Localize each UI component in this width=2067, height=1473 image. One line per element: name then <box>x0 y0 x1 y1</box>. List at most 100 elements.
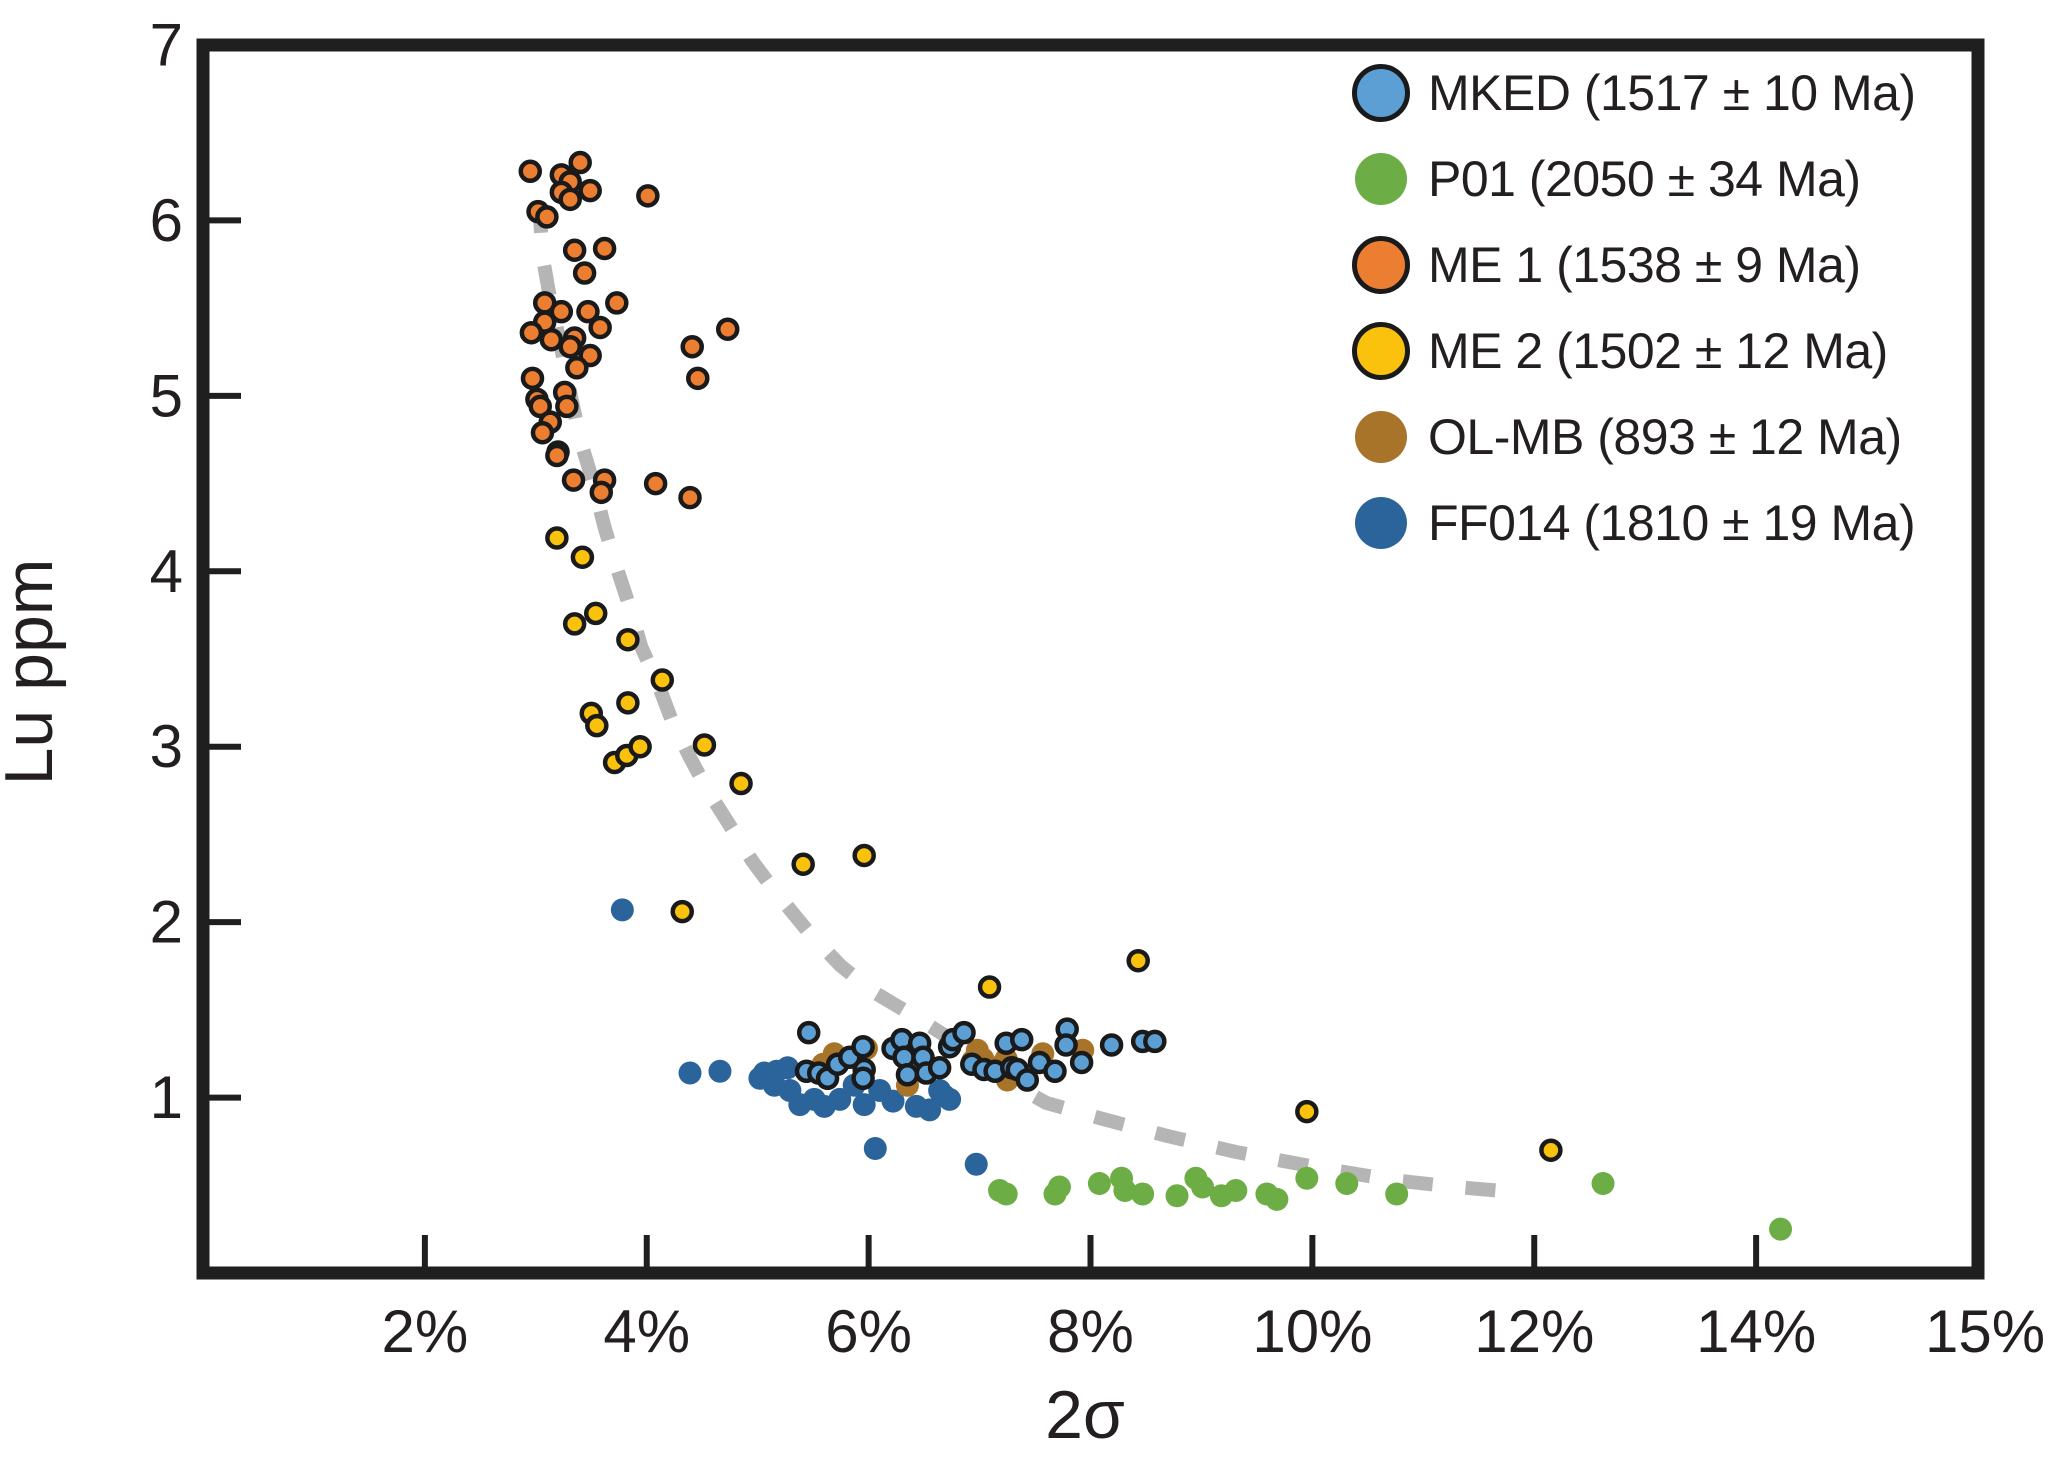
data-point-mked <box>1069 1050 1094 1075</box>
data-point-p01 <box>1191 1175 1215 1199</box>
data-point-p01 <box>994 1182 1018 1206</box>
data-point-mked <box>1143 1029 1167 1054</box>
data-point-p01 <box>1295 1166 1319 1190</box>
x-tick-label: 6% <box>825 1298 912 1365</box>
series-me2 <box>545 526 1563 1162</box>
data-point-me1 <box>528 394 552 419</box>
data-points-group <box>518 150 1793 1241</box>
data-point-mked <box>796 1020 821 1045</box>
y-tick-label: 1 <box>150 1064 183 1131</box>
data-point-p01 <box>1087 1172 1111 1196</box>
data-point-me1 <box>565 356 589 380</box>
data-point-me1 <box>636 184 660 208</box>
data-point-p01 <box>1047 1175 1071 1199</box>
legend-item-label: OL-MB (893 ± 12 Ma) <box>1428 409 1902 465</box>
data-point-me2 <box>616 627 640 652</box>
series-mked <box>794 1017 1167 1092</box>
data-point-me1 <box>643 471 668 496</box>
data-point-me1 <box>589 480 614 505</box>
data-point-ff014 <box>918 1098 942 1122</box>
x-tick-label: 12% <box>1474 1298 1594 1365</box>
y-axis-title: Lu ppm <box>0 559 67 786</box>
data-point-p01 <box>1224 1179 1248 1203</box>
data-point-me1 <box>558 334 582 359</box>
data-point-me1 <box>549 299 574 324</box>
data-point-mked <box>952 1020 976 1045</box>
legend-item-mked: MKED (1517 ± 10 Ma) <box>1352 64 1916 122</box>
y-tick-label: 3 <box>150 713 183 780</box>
x-tick-label: 4% <box>603 1298 690 1365</box>
data-point-me2 <box>570 545 595 570</box>
data-point-ff014 <box>708 1059 732 1083</box>
data-point-mked <box>895 1063 920 1087</box>
data-point-mked <box>851 1034 875 1059</box>
data-point-me2 <box>977 975 1002 999</box>
data-point-mked <box>1015 1068 1040 1092</box>
legend-item-label: ME 1 (1538 ± 9 Ma) <box>1428 237 1861 293</box>
data-point-mked <box>1009 1027 1034 1052</box>
data-point-me1 <box>535 205 559 229</box>
x-tick-label: 2% <box>382 1298 469 1365</box>
data-point-me2 <box>791 852 815 877</box>
data-point-me2 <box>583 601 608 626</box>
data-point-me2 <box>852 843 876 868</box>
data-point-me2 <box>562 612 587 636</box>
data-point-ff014 <box>938 1087 962 1111</box>
data-point-ff014 <box>678 1061 702 1085</box>
x-tick-label: 8% <box>1047 1298 1134 1365</box>
data-point-me2 <box>585 713 609 738</box>
data-point-p01 <box>1769 1217 1793 1241</box>
data-point-p01 <box>1265 1187 1289 1211</box>
data-point-ff014 <box>828 1087 852 1111</box>
y-tick-label: 4 <box>150 538 183 605</box>
data-point-me1 <box>520 366 545 391</box>
data-point-me1 <box>545 443 569 468</box>
x-axis: 2% 4% 6% 8% 10% 12% 14% 15% <box>382 1235 2045 1365</box>
legend-item-olmb: OL-MB (893 ± 12 Ma) <box>1352 408 1916 466</box>
y-axis: 1 2 3 4 5 6 7 <box>150 12 241 1131</box>
series-me1 <box>518 150 740 510</box>
data-point-ff014 <box>863 1136 887 1160</box>
data-point-me1 <box>572 261 597 285</box>
data-point-p01 <box>1131 1182 1155 1206</box>
legend-item-me2: ME 2 (1502 ± 12 Ma) <box>1352 322 1916 380</box>
data-point-me1 <box>530 420 555 445</box>
data-point-me1 <box>558 187 582 212</box>
series-ff014 <box>610 898 988 1176</box>
data-point-me2 <box>670 899 694 924</box>
series-p01 <box>988 1166 1793 1241</box>
x-axis-end-label: 15% <box>1925 1298 2045 1365</box>
data-point-ff014 <box>776 1056 800 1080</box>
data-point-me2 <box>616 691 640 715</box>
olmb-marker-icon <box>1352 408 1410 466</box>
data-point-me1 <box>605 291 629 315</box>
legend-item-label: FF014 (1810 ± 19 Ma) <box>1428 495 1916 551</box>
data-point-ff014 <box>852 1093 876 1117</box>
data-point-me2 <box>729 771 753 796</box>
data-point-mked <box>851 1066 875 1091</box>
legend-item-label: MKED (1517 ± 10 Ma) <box>1428 65 1916 121</box>
legend-item-ff014: FF014 (1810 ± 19 Ma) <box>1352 494 1916 552</box>
data-point-me1 <box>715 317 740 341</box>
data-point-me2 <box>1126 948 1150 973</box>
data-point-me1 <box>539 327 564 352</box>
data-point-me1 <box>678 485 702 510</box>
trend-line <box>532 202 1519 1200</box>
data-point-me1 <box>561 468 586 492</box>
y-tick-label: 6 <box>150 187 183 254</box>
data-point-me1 <box>576 299 600 324</box>
data-point-mked <box>1054 1033 1078 1057</box>
plot-frame <box>196 38 1985 1280</box>
data-point-p01 <box>1165 1184 1189 1208</box>
data-point-p01 <box>1385 1182 1409 1206</box>
y-tick-label: 2 <box>150 889 183 956</box>
data-point-ff014 <box>610 898 634 922</box>
data-point-me1 <box>519 320 544 345</box>
data-point-me2 <box>545 526 569 550</box>
data-point-me2 <box>628 734 652 759</box>
data-point-me1 <box>568 150 592 175</box>
data-point-me1 <box>518 159 543 184</box>
data-point-me1 <box>562 238 587 263</box>
